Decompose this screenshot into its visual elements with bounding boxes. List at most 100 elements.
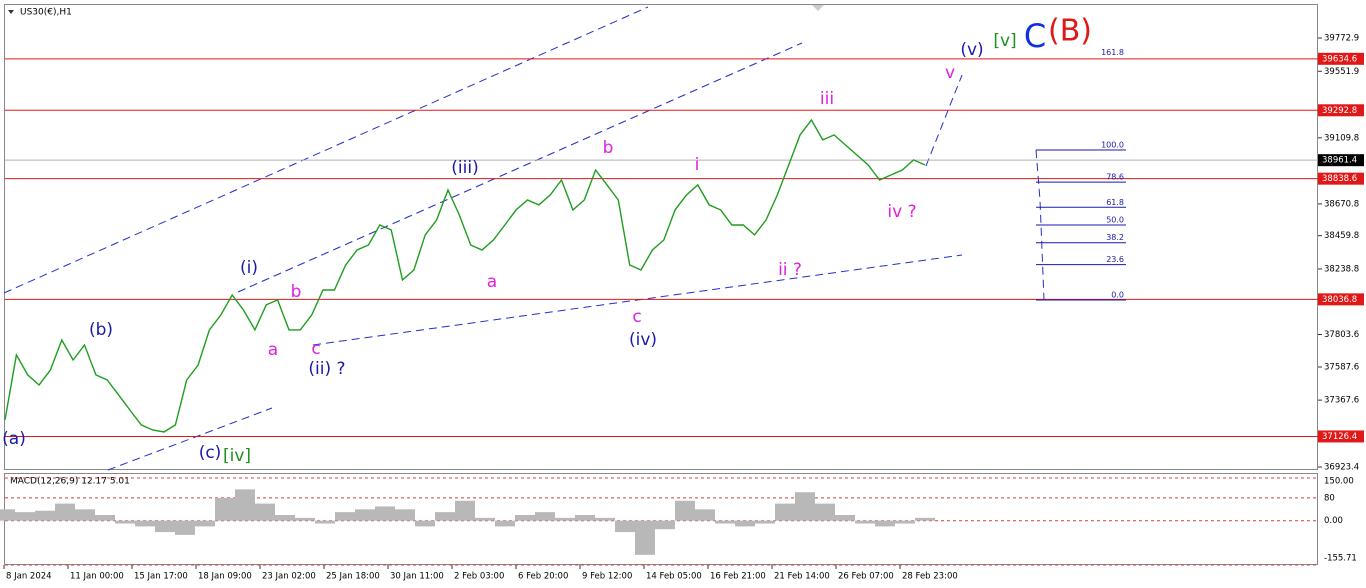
macd-bar	[95, 514, 115, 521]
x-tick-label: 8 Jan 2024	[6, 572, 52, 582]
y-tick-label: 39772.9	[1324, 33, 1359, 43]
wave-label: [v]	[993, 31, 1016, 51]
macd-bar	[695, 509, 715, 521]
macd-bar	[515, 514, 535, 521]
price-line	[4, 118, 926, 433]
macd-bar	[315, 520, 335, 524]
wave-label: (B)	[1048, 14, 1092, 49]
macd-bar	[355, 509, 375, 521]
macd-tick-label: -155.71	[1324, 554, 1357, 564]
macd-bar	[555, 517, 575, 521]
macd-bar	[875, 520, 895, 527]
macd-bar	[375, 506, 395, 521]
fib-label: 23.6	[1106, 255, 1124, 264]
level-tag	[1318, 430, 1364, 443]
macd-bar	[815, 503, 835, 521]
x-tick-label: 18 Jan 09:00	[198, 572, 252, 582]
macd-bar	[775, 503, 795, 521]
macd-bar	[795, 492, 815, 521]
fib-label: 38.2	[1106, 233, 1124, 242]
wave-label: (ii) ?	[308, 359, 345, 379]
wave-label: (iv)	[629, 330, 657, 350]
y-tick-label: 38238.8	[1324, 264, 1359, 274]
level-label: 39292.8	[1322, 106, 1357, 116]
macd-tick-label: 0.00	[1324, 516, 1343, 526]
level-label: 37126.4	[1322, 432, 1357, 442]
macd-bar	[535, 512, 555, 521]
macd-bar	[115, 520, 135, 524]
wave-label: iv ?	[887, 202, 916, 222]
macd-bar	[755, 520, 775, 524]
macd-bar	[475, 517, 495, 521]
fib-label: 50.0	[1106, 216, 1124, 225]
x-tick-label: 23 Jan 02:00	[262, 572, 316, 582]
macd-bar	[235, 489, 255, 521]
level-tag	[1318, 52, 1364, 65]
macd-bar	[915, 517, 935, 521]
fib-label: 161.8	[1101, 48, 1124, 57]
macd-bar	[675, 500, 695, 521]
level-label: 38036.8	[1322, 295, 1357, 305]
wave-label: c	[311, 339, 320, 359]
wave-label: (c)	[199, 443, 222, 463]
macd-bar	[35, 510, 55, 521]
wave-label: (a)	[2, 429, 26, 449]
macd-bar	[455, 500, 475, 521]
x-tick-label: 21 Feb 14:00	[774, 572, 830, 582]
level-tag	[1318, 293, 1364, 306]
x-tick-label: 6 Feb 20:00	[518, 572, 568, 582]
wave-label: v	[945, 63, 955, 83]
wave-label: C	[1024, 17, 1046, 55]
macd-bar	[0, 509, 15, 521]
macd-bar	[635, 520, 655, 555]
y-tick-label: 39109.8	[1324, 133, 1359, 143]
wave-label: c	[632, 307, 641, 327]
y-tick-label: 38670.8	[1324, 199, 1359, 209]
y-tick-label: 37367.6	[1324, 396, 1359, 406]
x-tick-label: 25 Jan 18:00	[326, 572, 380, 582]
symbol-title: US30(€),H1	[20, 8, 72, 18]
macd-bar	[855, 520, 875, 524]
macd-bar	[575, 514, 595, 521]
macd-bar	[895, 520, 915, 524]
macd-bar	[295, 517, 315, 521]
x-tick-label: 16 Feb 21:00	[710, 572, 766, 582]
x-tick-label: 15 Jan 17:00	[134, 572, 188, 582]
x-tick-label: 2 Feb 03:00	[454, 572, 504, 582]
level-tag	[1318, 104, 1364, 117]
wave-label: (i)	[240, 258, 258, 278]
wave-label: (v)	[960, 40, 983, 60]
y-tick-label: 37587.6	[1324, 363, 1359, 373]
wave-label: (b)	[89, 320, 113, 340]
current-price-tag	[1318, 154, 1364, 167]
wave-label: (iii)	[451, 158, 478, 178]
macd-bar	[15, 512, 35, 521]
macd-bar	[395, 509, 415, 521]
fib-label: 61.8	[1106, 198, 1124, 207]
wave-label: a	[487, 272, 497, 292]
x-tick-label: 14 Feb 05:00	[646, 572, 702, 582]
wave-label: b	[291, 282, 302, 302]
macd-bar	[655, 520, 675, 530]
menu-arrow[interactable]	[8, 10, 14, 14]
macd-label: MACD(12,26,9) 12.17 5.01	[10, 477, 130, 487]
fib-label: 0.0	[1111, 291, 1124, 300]
macd-bar	[195, 520, 215, 527]
fib-label: 78.6	[1106, 173, 1124, 182]
macd-tick-label: 150.00	[1324, 477, 1354, 487]
level-tag	[1318, 172, 1364, 185]
level-label: 38838.6	[1322, 174, 1357, 184]
macd-bar	[435, 512, 455, 521]
fib-label: 100.0	[1101, 141, 1124, 150]
x-tick-label: 9 Feb 12:00	[582, 572, 632, 582]
level-label: 39634.6	[1322, 54, 1357, 64]
macd-bar	[415, 520, 435, 527]
wave-label: iii	[820, 89, 834, 109]
y-tick-label: 38459.8	[1324, 231, 1359, 241]
macd-bar	[735, 520, 755, 527]
wave-label: [iv]	[223, 446, 251, 466]
macd-bar	[595, 517, 615, 521]
macd-bar	[275, 514, 295, 521]
macd-bar	[495, 520, 515, 527]
